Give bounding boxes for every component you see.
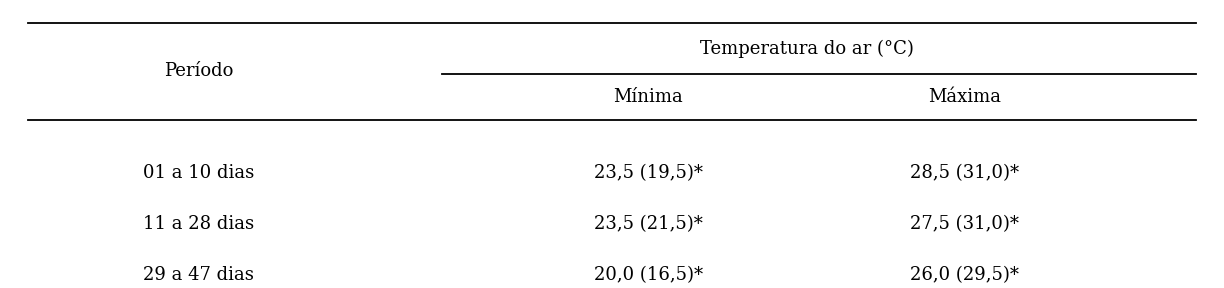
Text: 26,0 (29,5)*: 26,0 (29,5)*: [909, 266, 1020, 284]
Text: Mínima: Mínima: [613, 88, 683, 106]
Text: Período: Período: [164, 62, 234, 80]
Text: 28,5 (31,0)*: 28,5 (31,0)*: [909, 164, 1020, 182]
Text: 20,0 (16,5)*: 20,0 (16,5)*: [594, 266, 703, 284]
Text: 11 a 28 dias: 11 a 28 dias: [143, 215, 255, 233]
Text: Temperatura do ar (°C): Temperatura do ar (°C): [700, 39, 913, 58]
Text: 27,5 (31,0)*: 27,5 (31,0)*: [909, 215, 1020, 233]
Text: 23,5 (19,5)*: 23,5 (19,5)*: [594, 164, 703, 182]
Text: 23,5 (21,5)*: 23,5 (21,5)*: [594, 215, 703, 233]
Text: 01 a 10 dias: 01 a 10 dias: [143, 164, 255, 182]
Text: 29 a 47 dias: 29 a 47 dias: [143, 266, 255, 284]
Text: Máxima: Máxima: [928, 88, 1001, 106]
